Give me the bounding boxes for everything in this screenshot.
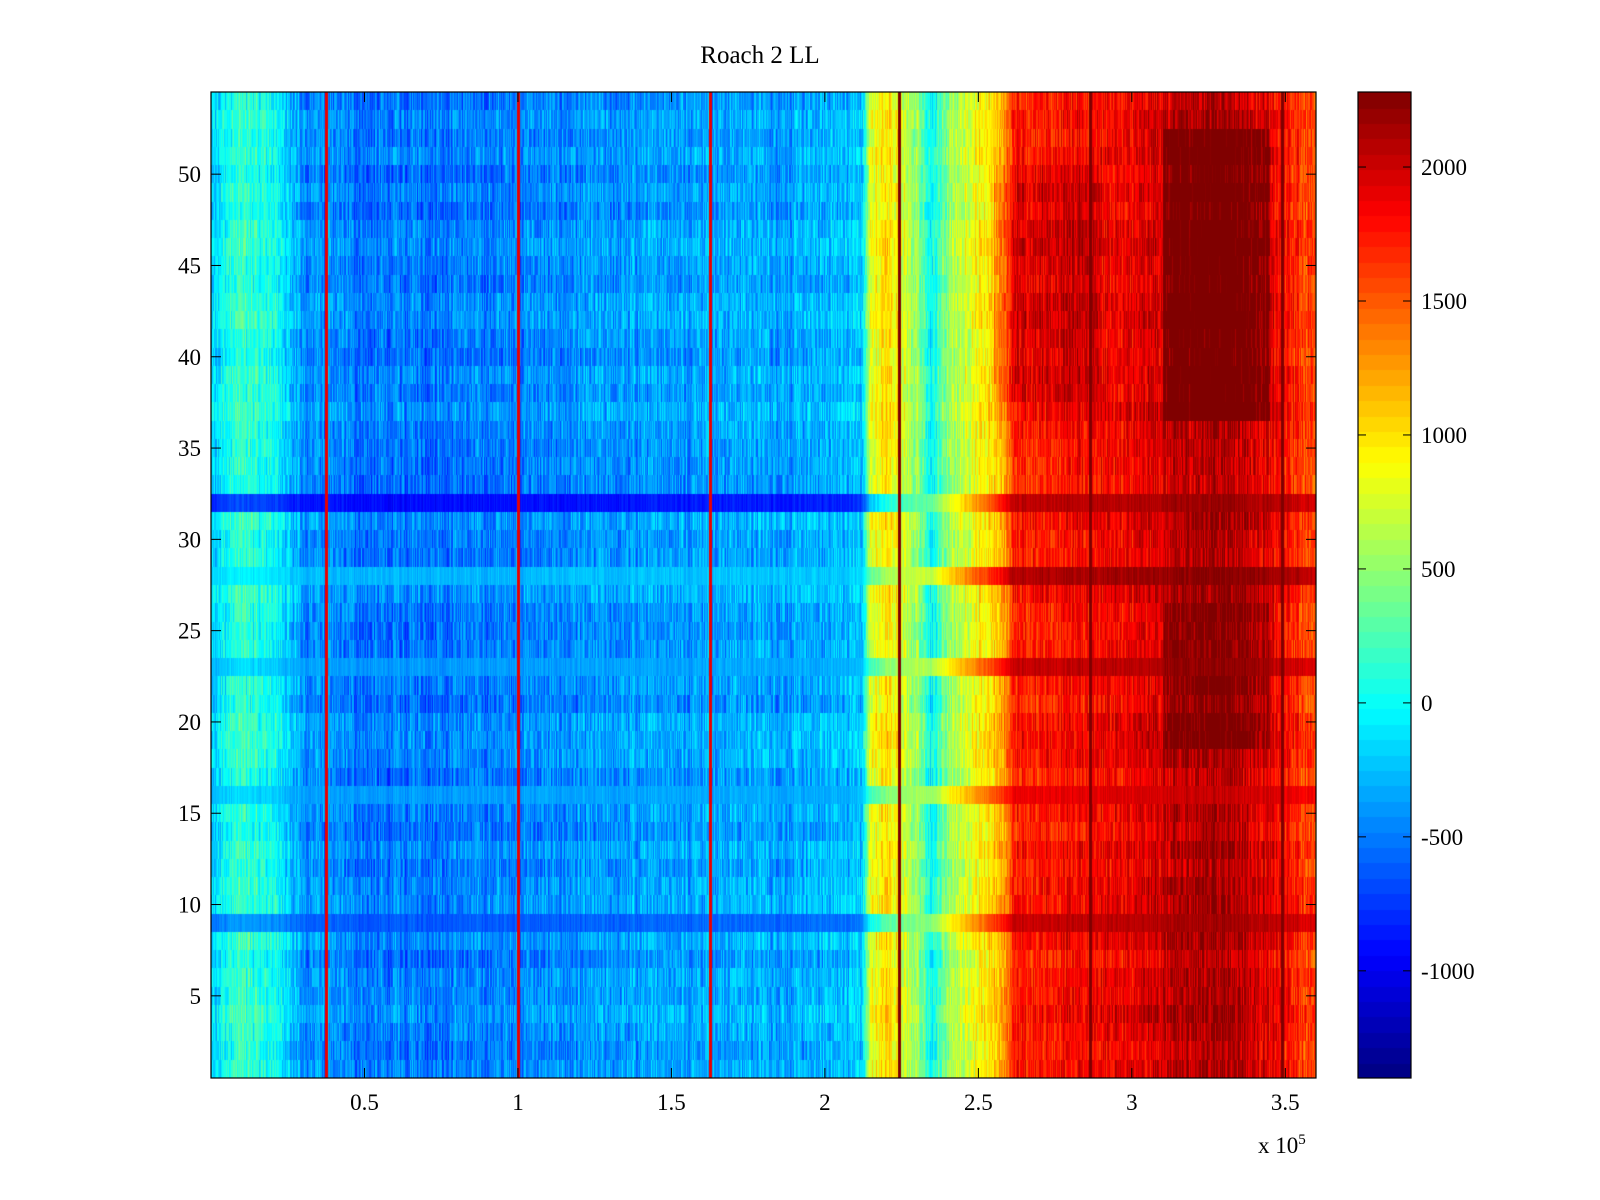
colorbar-tick-label: 500 — [1421, 557, 1456, 582]
colorbar-image — [1358, 92, 1411, 1078]
x-tick-label: 1 — [512, 1090, 524, 1115]
colorbar-frame — [1357, 91, 1412, 1079]
y-tick-label: 10 — [178, 893, 201, 918]
y-tick-label: 50 — [178, 162, 201, 187]
x-tick-label: 2 — [819, 1090, 831, 1115]
y-tick-label: 5 — [190, 984, 202, 1009]
x-tick-label: 3.5 — [1271, 1090, 1300, 1115]
colorbar-tick-label: 1500 — [1421, 289, 1467, 314]
y-tick-label: 30 — [178, 527, 201, 552]
colorbar-tick-label: 1000 — [1421, 423, 1467, 448]
y-tick-label: 35 — [178, 436, 201, 461]
colorbar-tick-label: -1000 — [1421, 959, 1475, 984]
y-tick-label: 25 — [178, 619, 201, 644]
x-axis-multiplier-base: x 10 — [1258, 1133, 1299, 1158]
x-tick-label: 3 — [1126, 1090, 1138, 1115]
colorbar-tick-label: 2000 — [1421, 155, 1467, 180]
colorbar-tick-label: -500 — [1421, 825, 1463, 850]
chart-title: Roach 2 LL — [700, 42, 820, 69]
x-axis-multiplier-exponent: 5 — [1298, 1132, 1306, 1148]
x-tick-label: 2.5 — [964, 1090, 993, 1115]
y-tick-label: 15 — [178, 801, 201, 826]
y-tick-label: 40 — [178, 345, 201, 370]
y-tick-label: 20 — [178, 710, 201, 735]
y-tick-label: 45 — [178, 253, 201, 278]
plot-frame — [210, 91, 1317, 1079]
heatmap-image — [211, 92, 1316, 1078]
colorbar-tick-label: 0 — [1421, 691, 1433, 716]
x-tick-label: 1.5 — [657, 1090, 686, 1115]
x-axis-multiplier: x 105 — [1258, 1132, 1306, 1159]
x-tick-label: 0.5 — [350, 1090, 379, 1115]
